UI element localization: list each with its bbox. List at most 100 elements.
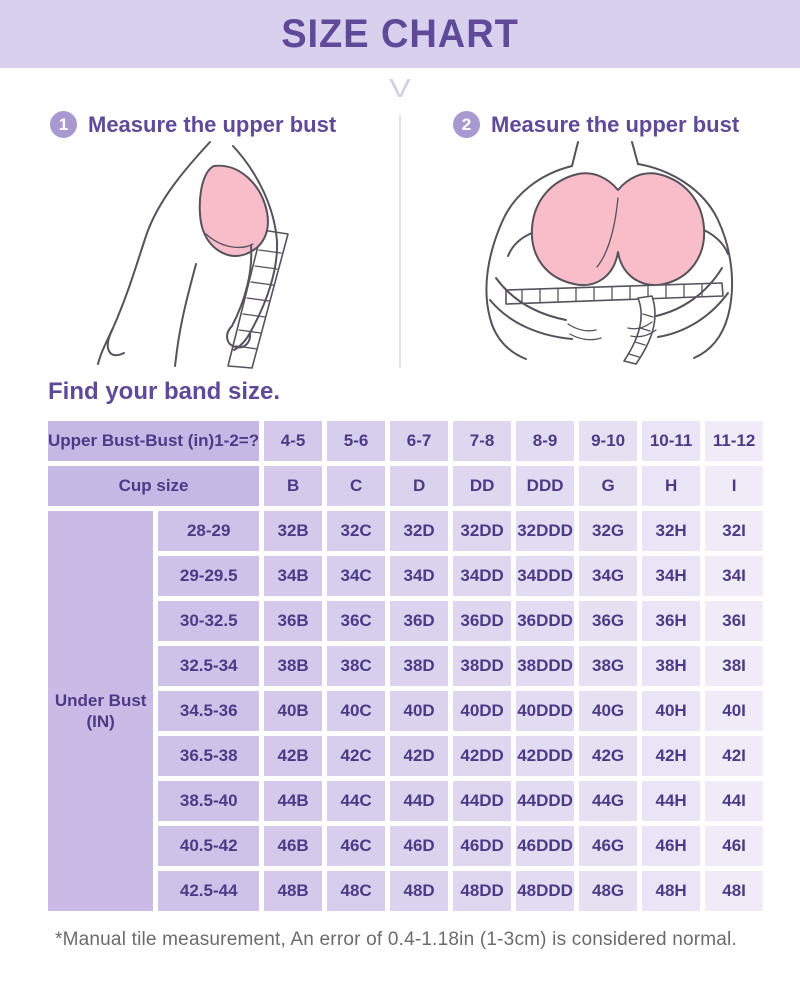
bra-size-cell: 32H bbox=[642, 511, 701, 551]
bra-size-cell: 44DD bbox=[453, 781, 512, 821]
upper-bust-header-value: 5-6 bbox=[327, 421, 386, 461]
bra-size-cell: 46C bbox=[327, 826, 386, 866]
bra-size-cell: 48H bbox=[642, 871, 701, 911]
under-bust-group-label-line2: (IN) bbox=[86, 712, 115, 731]
right-forearm-upper bbox=[655, 267, 723, 317]
bra-size-cell: 36DD bbox=[453, 601, 512, 641]
size-row: 30-32.5 36B 36C 36D 36DD 36DDD 36G 36H 36I bbox=[48, 601, 764, 641]
size-row: 34.5-36 40B 40C 40D 40DD 40DDD 40G 40H 40I bbox=[48, 691, 764, 731]
bra-size-cell: 40H bbox=[642, 691, 701, 731]
right-forearm-lower bbox=[657, 292, 729, 338]
left-forearm-upper bbox=[495, 277, 567, 321]
bra-size-cell: 46B bbox=[264, 826, 323, 866]
bra-size-cell: 34H bbox=[642, 556, 701, 596]
bra-size-cell: 48B bbox=[264, 871, 323, 911]
bra-size-cell: 46DDD bbox=[516, 826, 575, 866]
section-title: Find your band size. bbox=[48, 378, 281, 405]
bra-size-cell: 46G bbox=[579, 826, 638, 866]
step-2-label: Measure the upper bust bbox=[491, 111, 740, 137]
bra-size-cell: 38DDD bbox=[516, 646, 575, 686]
bra-size-cell: 46H bbox=[642, 826, 701, 866]
cup-size-header-value: DDD bbox=[516, 466, 575, 506]
bra-size-cell: 34DDD bbox=[516, 556, 575, 596]
body-front-outline bbox=[174, 263, 197, 367]
under-bust-range-cell: 36.5-38 bbox=[158, 736, 260, 776]
bra-size-cell: 42B bbox=[264, 736, 323, 776]
bra-size-cell: 42I bbox=[705, 736, 764, 776]
bra-size-cell: 44DDD bbox=[516, 781, 575, 821]
bra-size-cell: 40DD bbox=[453, 691, 512, 731]
cup-size-header-value: H bbox=[642, 466, 701, 506]
upper-bust-header-value: 7-8 bbox=[453, 421, 512, 461]
illustration-front-view-measuring bbox=[485, 141, 734, 365]
left-arm-outline bbox=[485, 165, 573, 360]
under-bust-range-cell: 29-29.5 bbox=[158, 556, 260, 596]
bra-size-cell: 48D bbox=[390, 871, 449, 911]
bra-size-cell: 32B bbox=[264, 511, 323, 551]
bra-size-cell: 42D bbox=[390, 736, 449, 776]
under-bust-range-cell: 40.5-42 bbox=[158, 826, 260, 866]
size-row: 29-29.5 34B 34C 34D 34DD 34DDD 34G 34H 34I bbox=[48, 556, 764, 596]
under-bust-group-label: Under Bust (IN) bbox=[48, 511, 154, 911]
bra-size-cell: 34I bbox=[705, 556, 764, 596]
upper-bust-header-value: 6-7 bbox=[390, 421, 449, 461]
fingers bbox=[567, 321, 657, 341]
bra-size-cell: 48C bbox=[327, 871, 386, 911]
neck-lines bbox=[571, 141, 639, 167]
hand bbox=[226, 325, 252, 349]
upper-bust-header-value: 9-10 bbox=[579, 421, 638, 461]
bra-size-cell: 32I bbox=[705, 511, 764, 551]
bra-size-cell: 38C bbox=[327, 646, 386, 686]
cup-size-header-value: C bbox=[327, 466, 386, 506]
upper-bust-header-value: 4-5 bbox=[264, 421, 323, 461]
bra-size-cell: 46DD bbox=[453, 826, 512, 866]
size-chart-table: Upper Bust-Bust (in)1-2=? 4-5 5-6 6-7 7-8 8-9… bbox=[43, 416, 768, 916]
bra-size-cell: 48DD bbox=[453, 871, 512, 911]
bra-size-cell: 40G bbox=[579, 691, 638, 731]
bra-size-cell: 42G bbox=[579, 736, 638, 776]
cup-size-header-value: B bbox=[264, 466, 323, 506]
under-bust-range-cell: 28-29 bbox=[158, 511, 260, 551]
upper-bust-header-label: Upper Bust-Bust (in)1-2=? bbox=[48, 421, 260, 461]
step-1-label: Measure the upper bust bbox=[88, 111, 337, 137]
step-2: 2 Measure the upper bust bbox=[400, 111, 800, 138]
step-headings: 1 Measure the upper bust 2 Measure the u… bbox=[0, 111, 800, 138]
page-title: SIZE CHART bbox=[281, 11, 519, 56]
bra-size-cell: 38I bbox=[705, 646, 764, 686]
tape-measure-hanging-end bbox=[623, 295, 656, 365]
under-bust-range-cell: 30-32.5 bbox=[158, 601, 260, 641]
bra-size-cell: 32DDD bbox=[516, 511, 575, 551]
bra-size-cell: 38G bbox=[579, 646, 638, 686]
bra-size-cell: 48G bbox=[579, 871, 638, 911]
step-2-number-badge: 2 bbox=[453, 111, 480, 138]
size-row: Under Bust (IN) 28-29 32B 32C 32D 32DD 32DDD 32G… bbox=[48, 511, 764, 911]
bra-size-cell: 42H bbox=[642, 736, 701, 776]
bra-size-cell: 36DDD bbox=[516, 601, 575, 641]
bra-size-cell: 42C bbox=[327, 736, 386, 776]
chevron-down-icon: V bbox=[389, 73, 411, 103]
bra-size-cell: 38H bbox=[642, 646, 701, 686]
size-row: 42.5-44 48B 48C 48D 48DD 48DDD 48G 48H 48I bbox=[48, 871, 764, 911]
bra-size-cell: 32G bbox=[579, 511, 638, 551]
bra-size-cell: 44D bbox=[390, 781, 449, 821]
bra-size-cell: 32C bbox=[327, 511, 386, 551]
hip-curve bbox=[106, 327, 125, 357]
bra-size-cell: 36I bbox=[705, 601, 764, 641]
under-bust-group-label-line1: Under Bust bbox=[54, 690, 147, 710]
bra-size-cell: 40DDD bbox=[516, 691, 575, 731]
bra-size-cell: 34C bbox=[327, 556, 386, 596]
instructions-section: 1 Measure the upper bust 2 Measure the u… bbox=[0, 111, 800, 370]
bra-size-cell: 40I bbox=[705, 691, 764, 731]
bra-size-cell: 36B bbox=[264, 601, 323, 641]
bra-size-cell: 34D bbox=[390, 556, 449, 596]
footnote: *Manual tile measurement, An error of 0.… bbox=[55, 929, 737, 950]
cup-size-header-label: Cup size bbox=[48, 466, 260, 506]
cup-size-header-row: Cup size B C D DD DDD G H I bbox=[48, 466, 764, 506]
upper-bust-header-value: 8-9 bbox=[516, 421, 575, 461]
upper-bust-header-value: 10-11 bbox=[642, 421, 701, 461]
bra-size-cell: 40B bbox=[264, 691, 323, 731]
under-bust-range-cell: 32.5-34 bbox=[158, 646, 260, 686]
size-row: 32.5-34 38B 38C 38D 38DD 38DDD 38G 38H 38I bbox=[48, 646, 764, 686]
under-bust-range-cell: 34.5-36 bbox=[158, 691, 260, 731]
cup-size-header-value: D bbox=[390, 466, 449, 506]
